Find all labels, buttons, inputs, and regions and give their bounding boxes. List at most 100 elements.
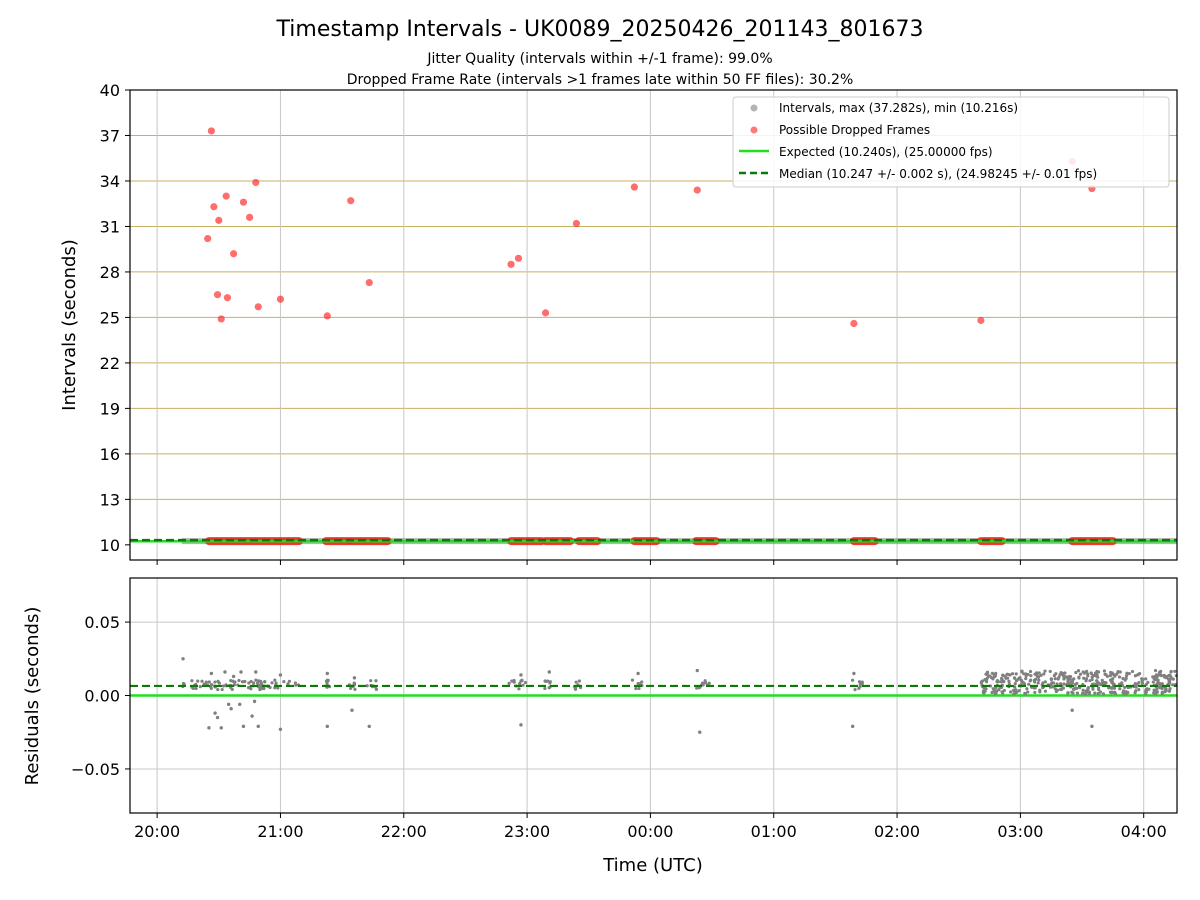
residual-point [229, 679, 233, 683]
residual-point [1084, 677, 1089, 681]
residual-point [190, 679, 194, 683]
dropped-frame-point [693, 186, 701, 194]
dropped-frame-point [365, 278, 373, 287]
residual-point [1051, 681, 1056, 685]
residual-point [257, 679, 261, 683]
residual-point [1033, 680, 1037, 684]
residual-point [1137, 672, 1142, 676]
residual-point [1095, 674, 1099, 678]
residual-point [286, 682, 290, 686]
dropped-frame-point [210, 203, 218, 211]
residual-point [574, 680, 578, 684]
top-ytick-label: 28 [100, 263, 120, 282]
residual-point [1158, 685, 1163, 689]
residual-point [1027, 682, 1031, 686]
residual-point [1095, 679, 1099, 683]
residual-point [701, 683, 705, 687]
bottom-xtick-label: 21:00 [257, 822, 303, 841]
residual-point [1074, 670, 1078, 675]
residual-point [1087, 690, 1091, 694]
residual-point [263, 680, 267, 684]
residual-point [1004, 676, 1008, 680]
residual-point [544, 679, 548, 684]
residual-point [1171, 677, 1175, 681]
residual-point [1058, 687, 1063, 691]
residual-point [1173, 669, 1177, 673]
residual-outlier-point [547, 670, 551, 674]
dropped-frame-point [207, 127, 215, 135]
residual-point [1048, 669, 1052, 674]
residual-point [1032, 686, 1036, 690]
residual-point [1012, 676, 1017, 680]
residual-point [352, 682, 356, 686]
residual-point [252, 681, 256, 685]
residual-point [1171, 683, 1175, 687]
residual-point [1082, 671, 1086, 675]
residual-point [1090, 675, 1094, 679]
residual-outlier-point [250, 714, 254, 718]
residual-point [1155, 687, 1159, 691]
residual-point [992, 673, 996, 677]
residual-outlier-point [352, 676, 357, 680]
top-ytick-label: 13 [100, 490, 120, 509]
residual-point [1008, 673, 1012, 677]
residual-point [1001, 673, 1005, 677]
residual-point [1072, 687, 1076, 691]
residual-point [1088, 679, 1092, 683]
residual-point [282, 679, 286, 684]
residual-point [1124, 674, 1129, 678]
residual-point [517, 687, 521, 691]
residual-point [521, 683, 525, 687]
residual-point [1075, 691, 1080, 695]
residual-point [1061, 674, 1066, 678]
residual-point [1158, 682, 1162, 686]
bottom-xtick-label: 03:00 [997, 822, 1043, 841]
residual-point [1063, 671, 1067, 675]
residual-point [518, 682, 522, 686]
residual-point [1019, 678, 1023, 682]
residual-point [1038, 688, 1042, 692]
residual-point [1164, 676, 1168, 680]
dropped-frame-point [239, 198, 248, 206]
residual-point [1007, 679, 1011, 683]
residual-point [1086, 685, 1091, 690]
residual-point [221, 684, 226, 688]
residual-point [1169, 670, 1173, 674]
residual-point [630, 678, 635, 682]
residual-point [374, 679, 378, 683]
residual-point [695, 686, 699, 690]
residual-point [1037, 678, 1041, 682]
residual-point [1042, 672, 1046, 676]
residual-point [1133, 691, 1137, 695]
residual-point [992, 689, 996, 693]
residual-point [1075, 686, 1079, 691]
residual-point [1097, 688, 1101, 692]
top-grid [130, 90, 1177, 560]
bottom-x-axis-label: Time (UTC) [602, 855, 703, 876]
residual-point [1070, 690, 1074, 694]
residual-point [523, 680, 528, 685]
residual-point [260, 686, 264, 690]
residual-outlier-point [850, 724, 855, 729]
top-ytick-label: 22 [100, 354, 120, 373]
residual-point [1007, 682, 1011, 686]
residual-point [1156, 680, 1160, 684]
residual-point [1109, 670, 1113, 675]
residual-point [1010, 672, 1015, 676]
residual-point [217, 681, 221, 685]
residual-point [1155, 689, 1159, 694]
residual-point [1062, 677, 1066, 681]
residual-point [507, 681, 511, 685]
bottom-ytick-label: 0.05 [84, 613, 120, 632]
residual-point [247, 681, 251, 685]
residual-point [1013, 689, 1017, 693]
residual-outlier-point [219, 726, 223, 730]
residual-point [1014, 672, 1018, 676]
residual-point [1127, 671, 1131, 676]
residual-point [1076, 669, 1081, 673]
residual-point [1066, 691, 1070, 695]
residual-point [1009, 690, 1013, 694]
residual-point [1144, 692, 1148, 696]
residual-point [1059, 682, 1063, 686]
top-legend: Intervals, max (37.282s), min (10.216s) … [732, 96, 1170, 188]
